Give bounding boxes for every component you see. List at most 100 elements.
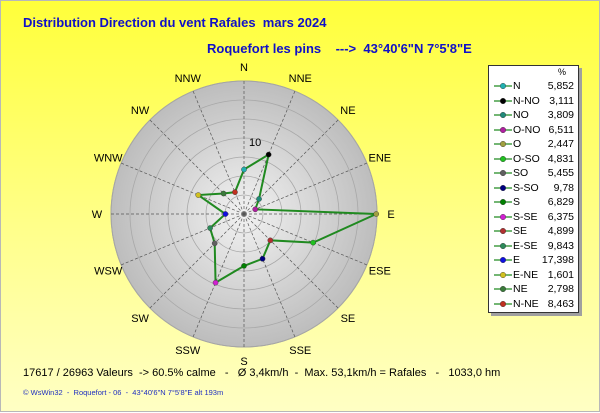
legend-item-value: 4,831	[547, 152, 574, 165]
legend-item-value: 1,601	[547, 268, 574, 281]
legend-item-name: S-SO	[513, 181, 539, 194]
legend-item: E 17,398	[489, 253, 578, 268]
scale-label: 10	[249, 137, 261, 149]
legend-item-name: E-NE	[513, 268, 539, 281]
legend-swatch	[494, 184, 512, 191]
legend-item-value: 5,852	[547, 80, 574, 92]
legend: % N 5,852 N-NO 3,111 NO 3,809 O-NO 6,511 O 2,447 O…	[488, 65, 579, 313]
legend-item: O-NO 6,511	[489, 123, 578, 138]
legend-item-value: 6,829	[547, 196, 574, 208]
legend-item-name: N	[513, 80, 521, 92]
grid-spoke	[243, 213, 339, 309]
data-point	[373, 211, 380, 217]
data-point	[220, 190, 227, 197]
legend-swatch	[494, 82, 512, 89]
legend-item-value: 6,511	[548, 123, 575, 136]
direction-label: NE	[340, 105, 355, 117]
legend-item-name: N-NO	[513, 94, 540, 107]
direction-label: S	[240, 356, 247, 368]
footer-credit: © WsWin32 - Roquefort - 06 - 43°40'6"N 7…	[23, 388, 224, 397]
data-point	[241, 166, 247, 173]
legend-item-name: S	[513, 196, 521, 208]
data-point	[310, 239, 316, 246]
grid-spoke	[149, 119, 245, 215]
legend-item: E-NE 1,601	[489, 268, 578, 283]
chart-title: Distribution Direction du vent Rafales m…	[23, 15, 327, 30]
direction-label: SSE	[289, 345, 311, 357]
legend-item-value: 3,111	[549, 94, 574, 107]
data-point	[212, 279, 219, 286]
grid-spoke	[243, 213, 296, 338]
legend-item: N 5,852	[489, 79, 578, 94]
legend-item: SE 4,899	[489, 224, 578, 239]
data-point	[211, 240, 218, 247]
data-point	[256, 196, 262, 202]
legend-item: N-NO 3,111	[489, 94, 578, 109]
legend-swatch	[494, 285, 512, 292]
grid-spoke	[120, 213, 245, 266]
direction-label: N	[240, 62, 248, 74]
legend-item: S-SO 9,78	[489, 181, 578, 196]
grid-spoke	[243, 162, 368, 215]
data-point	[265, 151, 272, 158]
direction-label: E	[387, 209, 394, 221]
direction-label: ESE	[369, 265, 391, 277]
legend-item-name: O-SO	[513, 152, 540, 165]
data-point	[267, 237, 274, 244]
legend-item-value: 2,798	[547, 283, 574, 295]
legend-swatch	[494, 140, 512, 147]
direction-label: NNW	[175, 73, 202, 85]
direction-label: SSW	[175, 345, 201, 357]
data-point	[195, 192, 202, 198]
legend-item-value: 9,843	[547, 239, 574, 252]
grid-spoke	[120, 162, 245, 215]
direction-label: NNE	[289, 73, 312, 85]
direction-label: ENE	[368, 153, 391, 165]
legend-item: O 2,447	[489, 137, 578, 152]
legend-swatch	[494, 126, 512, 133]
direction-labels: N NNE NE ENE E ESE SE SSE S SSW SW WSW W WNW NW NNW	[92, 62, 395, 368]
legend-item-value: 3,809	[547, 109, 574, 121]
data-point	[222, 211, 229, 217]
legend-item-name: O	[513, 138, 522, 150]
grid-spoke	[192, 213, 245, 338]
legend-swatch	[494, 271, 512, 278]
direction-label: WNW	[94, 153, 123, 165]
data-point	[207, 225, 213, 231]
legend-item-value: 6,375	[547, 210, 574, 223]
data-point	[232, 189, 238, 195]
legend-swatch	[494, 155, 512, 162]
direction-label: SW	[131, 313, 149, 325]
data-point	[259, 255, 266, 262]
legend-item-value: 17,398	[541, 254, 574, 266]
legend-item-name: O-NO	[513, 123, 541, 136]
legend-header: %	[557, 67, 566, 77]
legend-item: S 6,829	[489, 195, 578, 210]
legend-swatch	[494, 213, 512, 220]
legend-item: SO 5,455	[489, 166, 578, 181]
direction-label: SE	[341, 313, 356, 325]
legend-swatch	[494, 242, 512, 249]
legend-item: S-SE 6,375	[489, 210, 578, 225]
legend-item-name: N-NE	[513, 297, 539, 310]
legend-item: N-NE 8,463	[489, 297, 578, 312]
legend-item-name: SE	[513, 225, 528, 237]
chart-subtitle: Roquefort les pins ---> 43°40'6"N 7°5'8"…	[207, 41, 472, 56]
legend-item: E-SE 9,843	[489, 239, 578, 254]
legend-swatch	[494, 169, 512, 176]
direction-label: W	[92, 209, 103, 221]
legend-item-name: SO	[513, 167, 529, 179]
legend-swatch	[494, 300, 512, 307]
legend-item-name: NE	[513, 283, 528, 295]
grid-spoke	[149, 213, 245, 309]
data-point	[252, 206, 259, 213]
legend-swatch	[494, 97, 512, 104]
legend-item-value: 8,463	[547, 297, 574, 310]
footer-stats: 17617 / 26963 Valeurs -> 60.5% calme - Ø…	[23, 367, 501, 379]
legend-item-name: NO	[513, 109, 529, 121]
legend-item: NE 2,798	[489, 282, 578, 297]
legend-swatch	[494, 198, 512, 205]
legend-item: NO 3,809	[489, 108, 578, 123]
